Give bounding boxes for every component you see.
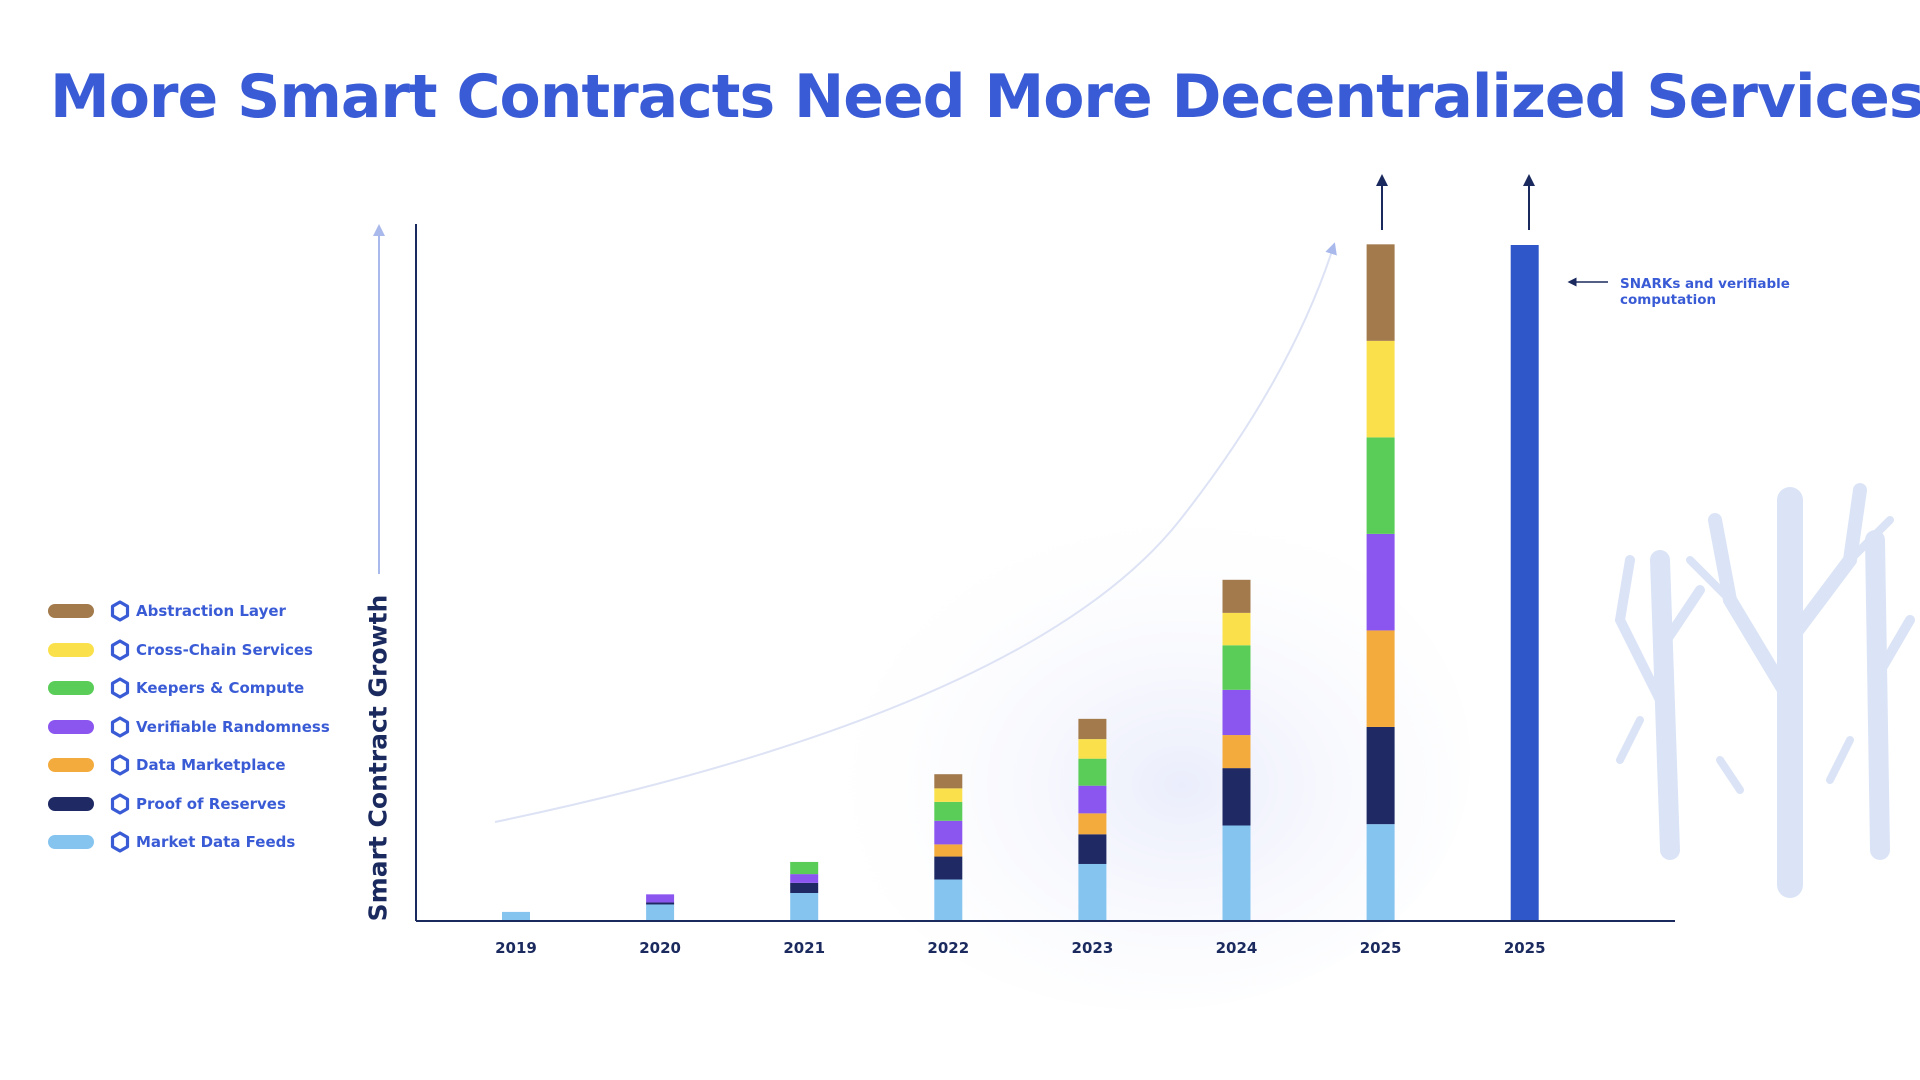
snarks-annotation: SNARKs and verifiable computation — [1620, 276, 1790, 308]
chainlink-hexagon-icon — [110, 639, 130, 661]
bar-2022-3-verifiable-randomness — [934, 820, 963, 845]
bar-2023-4-market-data-feeds — [1078, 863, 1107, 920]
bar-2021-2-verifiable-randomness — [790, 874, 819, 883]
chainlink-hexagon-icon — [110, 831, 130, 853]
legend-swatch — [48, 758, 94, 773]
bar-2022-3-market-data-feeds — [934, 879, 963, 920]
bar-2023-4-cross-chain-services — [1078, 739, 1107, 759]
chainlink-hexagon-icon — [110, 754, 130, 776]
bar-2025-6-proof-of-reserves — [1366, 726, 1395, 825]
bar-2024-5-abstraction-layer — [1222, 579, 1251, 613]
bar-2023-4-keepers-compute — [1078, 758, 1107, 786]
legend-swatch — [48, 796, 94, 811]
x-tick-label-1: 2020 — [639, 939, 681, 957]
legend-item-verifiable-randomness: Verifiable Randomness — [48, 708, 330, 747]
bar-2024-5-proof-of-reserves — [1222, 768, 1251, 826]
bar-2023-4-data-marketplace — [1078, 813, 1107, 835]
bar-2024-5-keepers-compute — [1222, 645, 1251, 690]
background-glow — [830, 510, 1470, 1010]
bar-2023-4-proof-of-reserves — [1078, 834, 1107, 864]
bar-2020-1-verifiable-randomness — [646, 894, 675, 903]
bar-2024-5-verifiable-randomness — [1222, 689, 1251, 736]
bar-2022-3-proof-of-reserves — [934, 856, 963, 880]
x-tick-label-3: 2022 — [927, 939, 969, 957]
bar-2025-6-market-data-feeds — [1366, 824, 1395, 920]
bar-2020-1-market-data-feeds — [646, 904, 675, 920]
bar-2023-4-abstraction-layer — [1078, 718, 1107, 740]
bar-2025-6-abstraction-layer — [1366, 244, 1395, 341]
decorative-trees — [1614, 483, 1915, 898]
bar-2022-3-data-marketplace — [934, 844, 963, 857]
bar-2023-4-verifiable-randomness — [1078, 785, 1107, 814]
legend-item-cross-chain-services: Cross-Chain Services — [48, 631, 330, 670]
page-title: More Smart Contracts Need More Decentral… — [50, 62, 1920, 132]
legend-swatch — [48, 681, 94, 696]
x-tick-label-2: 2021 — [783, 939, 825, 957]
chainlink-hexagon-icon — [110, 793, 130, 815]
legend-label: Market Data Feeds — [136, 833, 296, 852]
chainlink-hexagon-icon — [110, 600, 130, 622]
bar-2021-2-market-data-feeds — [790, 893, 819, 920]
bar-2022-3-keepers-compute — [934, 801, 963, 821]
bar-2022-3-abstraction-layer — [934, 774, 963, 789]
bar-2020-1-proof-of-reserves — [646, 902, 675, 905]
chart-legend: Abstraction Layer Cross-Chain Services K… — [48, 592, 330, 862]
legend-item-market-data-feeds: Market Data Feeds — [48, 823, 330, 862]
legend-label: Abstraction Layer — [136, 602, 286, 621]
legend-label: Keepers & Compute — [136, 679, 305, 698]
legend-item-data-marketplace: Data Marketplace — [48, 746, 330, 785]
bar-2024-5-data-marketplace — [1222, 735, 1251, 769]
legend-swatch — [48, 835, 94, 850]
bar-2022-3-cross-chain-services — [934, 788, 963, 802]
bar-2025-6-data-marketplace — [1366, 630, 1395, 727]
trend-curve — [494, 242, 1337, 823]
legend-swatch — [48, 719, 94, 734]
bar-2025-6-cross-chain-services — [1366, 340, 1395, 438]
bars-group — [502, 244, 1539, 920]
x-tick-label-0: 2019 — [495, 939, 537, 957]
bar-2025-6-keepers-compute — [1366, 437, 1395, 534]
legend-swatch — [48, 604, 94, 619]
bar-2025-6-verifiable-randomness — [1366, 533, 1395, 631]
bar-2021-2-proof-of-reserves — [790, 882, 819, 893]
legend-item-abstraction-layer: Abstraction Layer — [48, 592, 330, 631]
legend-label: Proof of Reserves — [136, 794, 286, 813]
legend-label: Verifiable Randomness — [136, 717, 330, 736]
x-tick-label-4: 2023 — [1072, 939, 1114, 957]
bar-2025-7-snarks-and-verifiable-computation — [1510, 245, 1539, 920]
x-tick-label-7: 2025 — [1504, 939, 1546, 957]
bar-2019-0-market-data-feeds — [502, 911, 530, 920]
y-axis-label: Smart Contract Growth — [363, 594, 393, 922]
x-tick-label-5: 2024 — [1216, 939, 1258, 957]
legend-item-keepers-compute: Keepers & Compute — [48, 669, 330, 708]
chainlink-hexagon-icon — [110, 716, 130, 738]
x-tick-label-6: 2025 — [1360, 939, 1402, 957]
legend-swatch — [48, 642, 94, 657]
legend-label: Cross-Chain Services — [136, 640, 313, 659]
legend-label: Data Marketplace — [136, 756, 286, 775]
bar-2024-5-market-data-feeds — [1222, 825, 1251, 920]
bar-2021-2-keepers-compute — [790, 861, 819, 875]
chainlink-hexagon-icon — [110, 677, 130, 699]
legend-item-proof-of-reserves: Proof of Reserves — [48, 785, 330, 824]
x-tick-labels: 2019 2020 2021 2022 2023 2024 2025 2025 — [495, 939, 1545, 957]
bar-2024-5-cross-chain-services — [1222, 612, 1251, 646]
